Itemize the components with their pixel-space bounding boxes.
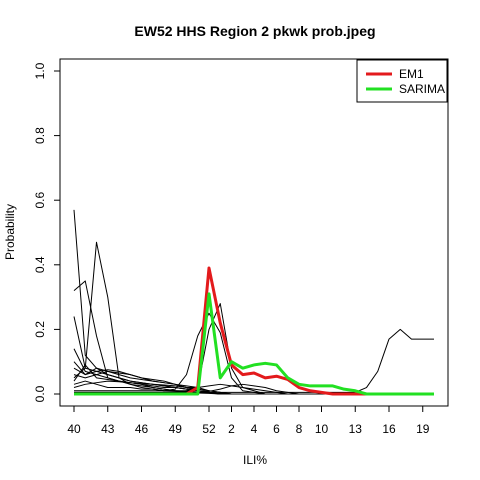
series-line-sarima — [74, 292, 434, 396]
y-axis: 0.0 0.2 0.4 0.6 0.8 1.0 — [33, 62, 60, 402]
chart-title: EW52 HHS Region 2 pkwk prob.jpeg — [134, 23, 375, 39]
x-tick-label: 13 — [349, 422, 363, 436]
x-tick-label: 52 — [202, 422, 216, 436]
legend-label-sarima: SARIMA — [399, 82, 445, 96]
legend-box — [356, 59, 448, 103]
x-tick-label: 46 — [135, 422, 149, 436]
x-tick-label: 4 — [251, 422, 258, 436]
x-tick-label: 8 — [296, 422, 303, 436]
y-tick-label: 0.8 — [33, 127, 47, 144]
x-tick-label: 19 — [416, 422, 430, 436]
y-axis-label: Probability — [3, 204, 17, 260]
x-tick-label: 40 — [67, 422, 81, 436]
series-line-model-n — [74, 328, 434, 393]
y-tick-label: 1.0 — [33, 62, 47, 79]
x-tick-label: 43 — [101, 422, 115, 436]
x-axis: 40 43 46 49 52 2 4 6 8 10 13 16 19 — [67, 406, 430, 436]
x-tick-label: 6 — [273, 422, 280, 436]
x-tick-label: 10 — [315, 422, 329, 436]
legend-label-em1: EM1 — [399, 67, 424, 81]
x-tick-label: 2 — [228, 422, 235, 436]
series-lines — [73, 209, 434, 396]
y-tick-label: 0.2 — [33, 321, 47, 338]
x-tick-label: 49 — [169, 422, 183, 436]
y-tick-label: 0.0 — [33, 385, 47, 402]
x-tick-label: 16 — [382, 422, 396, 436]
y-tick-label: 0.4 — [33, 256, 47, 273]
x-axis-label: ILI% — [243, 453, 267, 467]
y-tick-label: 0.6 — [33, 192, 47, 209]
